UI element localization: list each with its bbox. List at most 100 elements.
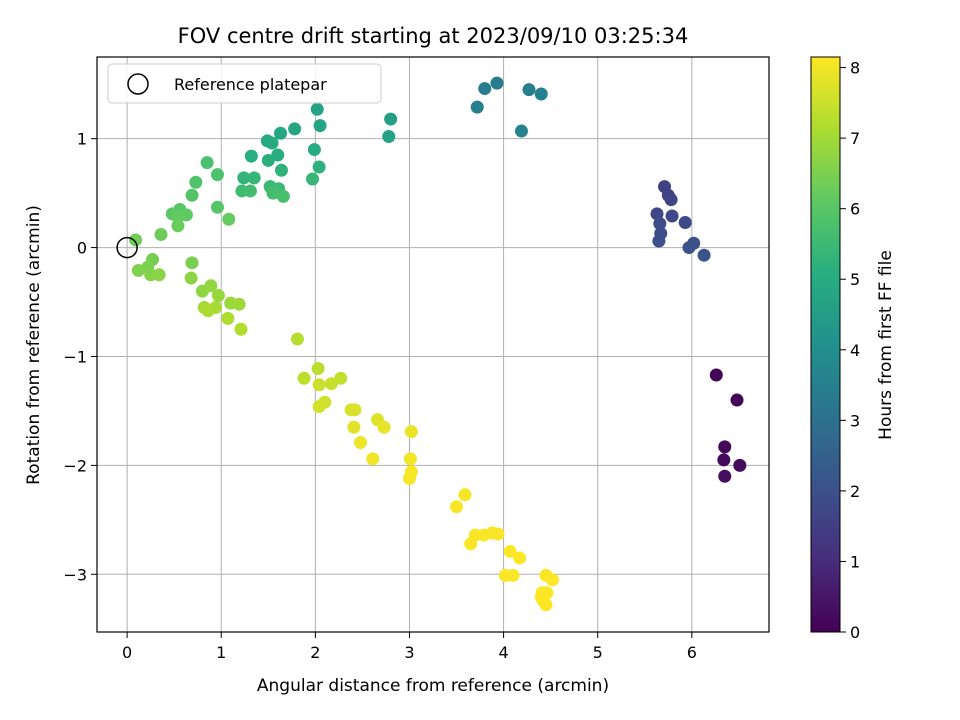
data-point <box>247 171 261 185</box>
plot-frame <box>96 56 770 633</box>
data-point <box>665 209 679 223</box>
legend-marker <box>127 73 149 95</box>
data-point <box>265 136 279 150</box>
data-point <box>347 420 361 434</box>
data-point <box>312 400 326 414</box>
x-axis-ticks: 0 1 2 3 4 5 6 <box>122 632 697 662</box>
data-point <box>664 193 678 207</box>
data-point <box>288 122 302 136</box>
colorbar-tick-label: 2 <box>850 482 860 501</box>
data-point <box>210 168 224 182</box>
data-point <box>402 471 416 485</box>
data-point <box>709 368 723 382</box>
data-point <box>490 76 504 90</box>
x-tick-label: 4 <box>498 643 508 662</box>
data-point <box>200 156 214 170</box>
data-point <box>506 568 520 582</box>
reference-marker <box>116 236 138 259</box>
data-point <box>718 440 732 454</box>
data-point <box>234 322 248 336</box>
y-tick-label: 1 <box>77 130 87 149</box>
data-point <box>154 228 168 242</box>
data-point <box>324 377 338 391</box>
data-point <box>477 528 491 542</box>
data-point <box>733 458 747 472</box>
data-point <box>539 598 553 612</box>
x-tick-label: 5 <box>593 643 603 662</box>
data-point <box>152 268 166 282</box>
data-points <box>116 76 747 612</box>
data-point <box>650 207 664 221</box>
data-point <box>232 297 246 311</box>
colorbar-ticks: 0 1 2 3 4 5 6 7 8 <box>840 59 860 642</box>
x-tick-label: 6 <box>687 643 697 662</box>
data-point <box>718 469 732 483</box>
data-point <box>312 378 326 392</box>
chart-title: FOV centre drift starting at 2023/09/10 … <box>178 24 689 48</box>
data-point <box>274 126 288 140</box>
colorbar-tick-label: 7 <box>850 129 860 148</box>
y-tick-label: −1 <box>63 347 87 366</box>
data-point <box>311 361 325 375</box>
data-point <box>354 436 368 450</box>
data-point <box>464 537 478 551</box>
data-point <box>522 83 536 97</box>
y-axis-ticks: −3 −2 −1 0 1 <box>63 130 97 584</box>
data-point <box>310 102 324 116</box>
data-point <box>306 172 320 186</box>
data-point <box>384 112 398 126</box>
data-point <box>201 304 215 318</box>
data-point <box>678 216 692 230</box>
legend-box <box>107 63 382 104</box>
data-point <box>348 403 362 417</box>
data-point <box>730 393 744 407</box>
colorbar-tick-label: 3 <box>850 411 860 430</box>
data-point <box>382 129 396 143</box>
legend-entry-reference-platepar: Reference platepar <box>174 75 327 94</box>
y-tick-label: 0 <box>77 239 87 258</box>
colorbar-tick-label: 5 <box>850 270 860 289</box>
data-point <box>682 241 696 255</box>
x-axis-label: Angular distance from reference (arcmin) <box>257 676 609 696</box>
data-point <box>491 527 505 541</box>
data-point <box>276 189 290 203</box>
colorbar-label: Hours from first FF file <box>876 250 896 440</box>
data-point <box>312 160 326 174</box>
colorbar-tick-label: 0 <box>850 623 860 642</box>
data-point <box>534 87 548 101</box>
data-point <box>546 573 560 587</box>
data-point <box>514 124 528 138</box>
x-tick-label: 1 <box>216 643 226 662</box>
data-point <box>185 256 199 270</box>
data-point <box>266 186 280 200</box>
data-point <box>184 271 198 285</box>
data-point <box>297 371 311 385</box>
data-point <box>222 212 236 226</box>
colorbar-tick-label: 8 <box>850 59 860 78</box>
data-point <box>204 279 218 293</box>
data-point <box>717 453 731 467</box>
data-point <box>313 119 327 133</box>
data-point <box>366 452 380 466</box>
data-point <box>274 163 288 177</box>
colorbar-tick-label: 1 <box>850 552 860 571</box>
colorbar-tick-label: 4 <box>850 341 860 360</box>
x-tick-label: 2 <box>310 643 320 662</box>
data-point <box>189 175 203 189</box>
x-tick-label: 0 <box>122 643 132 662</box>
data-point <box>403 452 417 466</box>
data-point <box>503 544 517 558</box>
data-point <box>478 82 492 96</box>
data-point <box>243 184 257 198</box>
data-point <box>652 234 666 248</box>
data-point <box>458 488 472 502</box>
data-point <box>470 100 484 114</box>
data-point <box>211 288 225 302</box>
data-point <box>404 425 418 439</box>
data-point <box>697 248 711 262</box>
data-point <box>171 219 185 233</box>
data-point <box>210 200 224 214</box>
data-point <box>244 149 258 163</box>
y-axis-label: Rotation from reference (arcmin) <box>24 205 44 485</box>
